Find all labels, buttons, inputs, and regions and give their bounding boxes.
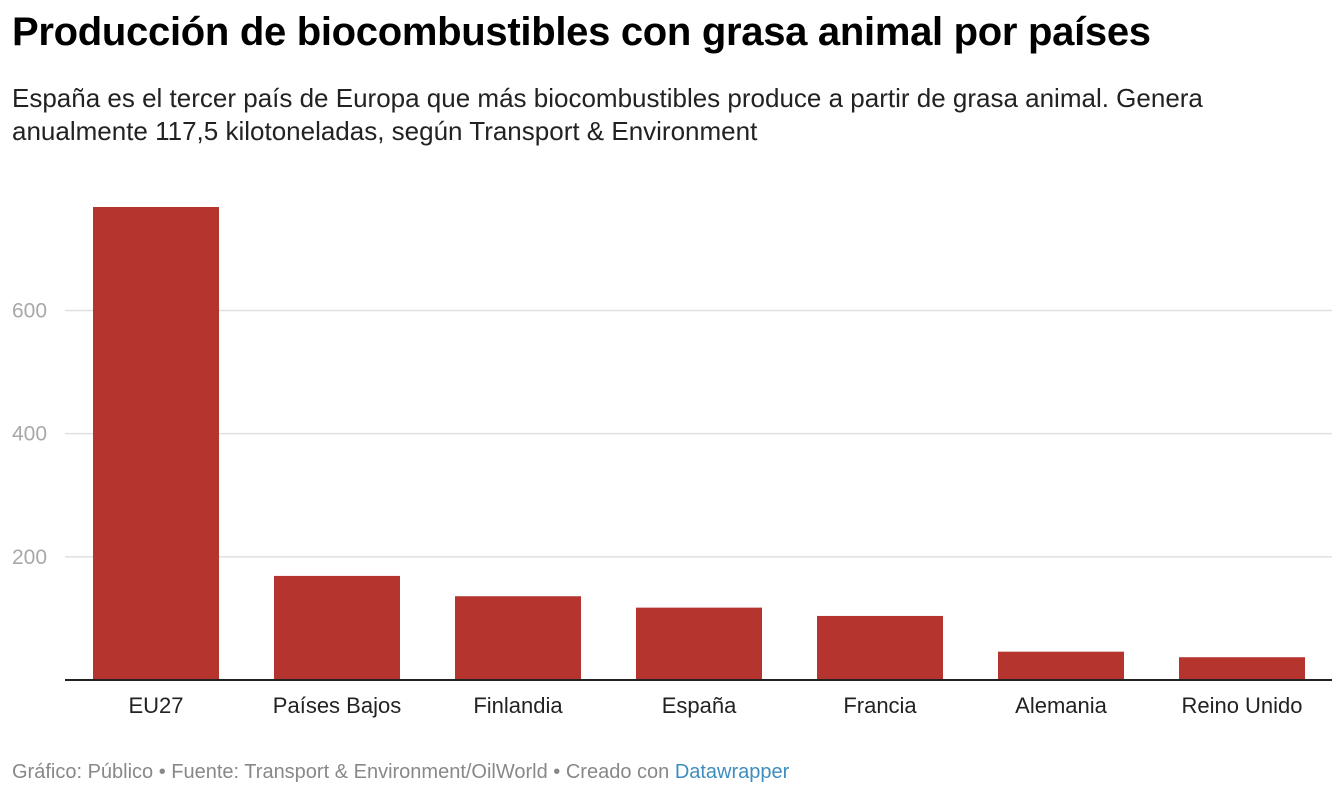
datawrapper-link[interactable]: Datawrapper xyxy=(674,761,790,783)
bar-españa xyxy=(636,607,762,680)
x-tick-label: Francia xyxy=(843,693,917,718)
footer-credit: Gráfico: Público • Fuente: Transport & E… xyxy=(12,761,675,783)
bar-reino-unido xyxy=(1179,657,1305,680)
bar-países-bajos xyxy=(274,575,400,680)
category-labels: EU27 Países Bajos Finlandia España Francia Al… xyxy=(128,693,1302,718)
gridlines: 200 400 600 xyxy=(12,299,1332,569)
bar-finlandia xyxy=(455,596,581,680)
bar-francia xyxy=(817,615,943,680)
bar-chart: 200 400 600 EU27 Países Bajos Finlandia Españ… xyxy=(12,207,1332,718)
bars xyxy=(93,207,1305,680)
y-tick-label: 600 xyxy=(12,299,47,322)
x-tick-label: EU27 xyxy=(128,693,183,718)
x-tick-label: Países Bajos xyxy=(273,693,401,718)
x-tick-label: España xyxy=(662,693,737,718)
x-tick-label: Reino Unido xyxy=(1181,693,1302,718)
chart-title: Producción de biocombustibles con grasa … xyxy=(12,10,1151,54)
bar-alemania xyxy=(998,651,1124,680)
bar-eu27 xyxy=(93,207,219,680)
chart-subtitle: España es el tercer país de Europa que m… xyxy=(12,83,1203,146)
y-tick-label: 400 xyxy=(12,423,47,446)
y-tick-label: 200 xyxy=(12,546,47,569)
x-tick-label: Finlandia xyxy=(473,693,563,718)
chart-footer: Gráfico: Público • Fuente: Transport & E… xyxy=(12,761,789,784)
x-tick-label: Alemania xyxy=(1015,693,1107,718)
